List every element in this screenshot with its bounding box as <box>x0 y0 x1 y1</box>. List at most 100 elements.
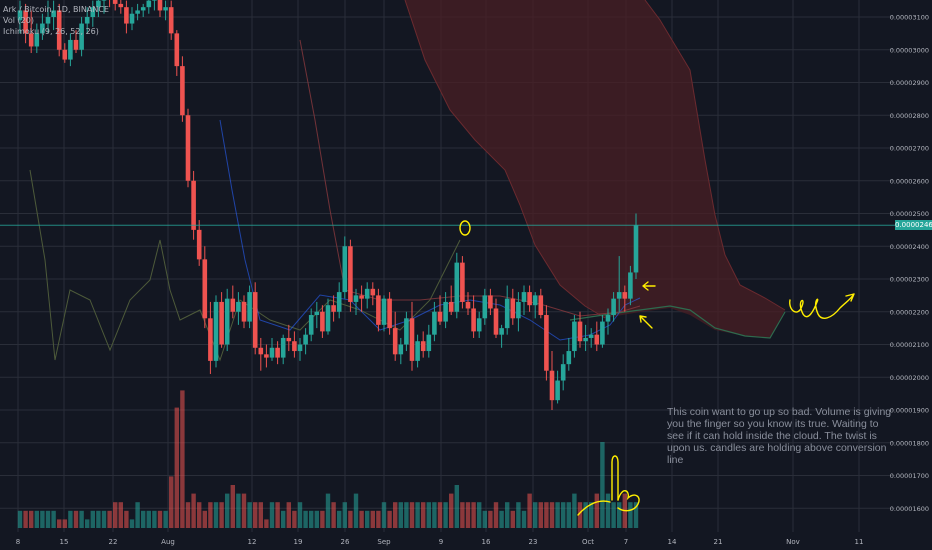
y-tick-label: 0.00001700 <box>890 472 929 480</box>
candle <box>532 292 538 319</box>
volume-bar <box>269 502 275 528</box>
candle-body <box>168 7 174 34</box>
volume-bar <box>169 476 174 528</box>
candle <box>544 305 549 381</box>
volume-bar <box>208 502 213 528</box>
volume-bar <box>85 519 90 528</box>
candle <box>224 288 230 352</box>
candle-body <box>583 337 588 342</box>
volume-bar <box>544 502 549 528</box>
volume-bar <box>572 493 577 528</box>
volume-bar <box>51 510 56 528</box>
candle-body <box>605 315 611 322</box>
volume-bar <box>79 510 84 528</box>
candle <box>213 295 219 368</box>
volume-bar <box>297 502 303 528</box>
candle <box>314 301 320 329</box>
candle-body <box>342 246 348 293</box>
candle-body <box>224 298 230 345</box>
x-tick-label: 12 <box>248 538 257 546</box>
volume-bar <box>566 502 571 528</box>
candle-body <box>348 246 353 302</box>
candle-body <box>376 295 381 325</box>
x-tick-label: 7 <box>624 538 628 546</box>
volume-bar <box>29 510 34 528</box>
candle <box>622 285 628 312</box>
x-tick-label: Sep <box>377 538 391 546</box>
candle <box>611 292 616 322</box>
candle-body <box>510 298 516 319</box>
candle <box>23 3 28 44</box>
volume-bar <box>376 510 381 528</box>
candle-body <box>241 301 247 322</box>
volume-bar <box>605 493 611 528</box>
candle-body <box>252 292 258 348</box>
candle <box>538 288 544 319</box>
volume-bar <box>510 510 515 528</box>
volume-bar <box>589 502 594 528</box>
candle-body <box>230 298 236 312</box>
volume-bar <box>286 502 291 528</box>
last-price-label: 0.00002464 <box>895 220 932 231</box>
volume-bar <box>113 502 118 528</box>
candle-body <box>482 295 488 319</box>
candle <box>504 285 510 335</box>
candle-body <box>208 318 213 361</box>
volume-bar <box>404 502 409 528</box>
candle-body <box>443 301 448 322</box>
volume-bar <box>437 502 443 528</box>
arrow-drawing <box>642 281 656 291</box>
candle <box>499 324 504 348</box>
legend-symbol[interactable]: Ark / Bitcoin, 1D, BINANCE <box>3 5 109 14</box>
y-tick-label: 0.00001900 <box>890 407 929 415</box>
volume-bar <box>124 510 129 528</box>
candle-body <box>476 318 482 332</box>
volume-bar <box>275 502 280 528</box>
x-tick-label: 23 <box>529 538 538 546</box>
legend-volume[interactable]: Vol (20) <box>3 16 34 25</box>
candle <box>112 0 118 11</box>
volume-bar <box>309 510 314 528</box>
grid <box>0 0 895 532</box>
volume-bars <box>17 390 639 528</box>
y-tick-label: 0.00002900 <box>890 79 929 87</box>
candle <box>118 0 124 14</box>
x-tick-label: 21 <box>714 538 723 546</box>
candle <box>196 220 202 266</box>
candle <box>258 337 264 371</box>
candle <box>90 0 96 27</box>
volume-bar <box>191 493 196 528</box>
candle-body <box>79 23 84 50</box>
candle-body <box>572 321 577 352</box>
candle-body <box>45 17 51 24</box>
candle <box>303 328 308 355</box>
hand-drawing-fingers <box>577 490 640 516</box>
volume-bar <box>253 502 258 528</box>
y-tick-label: 0.00002500 <box>890 210 929 218</box>
volume-bar <box>146 510 151 528</box>
candle <box>168 0 174 40</box>
volume-bar <box>281 510 286 528</box>
candle-body <box>146 0 152 8</box>
legend-ichimoku[interactable]: Ichimoku (9, 26, 52, 26) <box>3 27 99 36</box>
candle <box>297 337 303 361</box>
candle-body <box>202 259 208 319</box>
candle-body <box>426 334 432 352</box>
y-tick-label: 0.00002300 <box>890 276 929 284</box>
candle-body <box>286 337 292 342</box>
candle <box>482 288 488 325</box>
candle <box>370 282 376 306</box>
candle-body <box>353 295 359 302</box>
candle-body <box>157 0 163 11</box>
y-tick-label: 0.00001800 <box>890 439 929 447</box>
candle <box>600 315 605 348</box>
volume-bar <box>73 510 79 528</box>
candle-body <box>448 301 454 312</box>
volume-bar <box>236 493 241 528</box>
y-tick-label: 0.00001600 <box>890 505 929 513</box>
candle <box>17 0 23 34</box>
volume-bar <box>152 510 157 528</box>
volume-bar <box>342 502 347 528</box>
candle-body <box>364 288 370 299</box>
